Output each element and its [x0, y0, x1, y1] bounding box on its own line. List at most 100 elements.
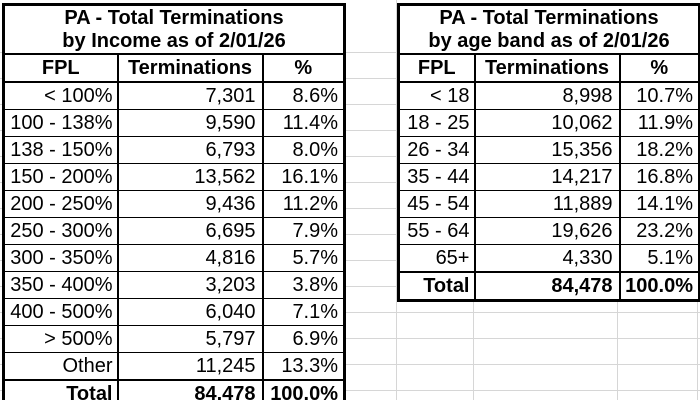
cell-terminations[interactable]: 8,998 — [473, 81, 621, 110]
gridline-vertical — [617, 292, 618, 400]
cell-percent[interactable]: 11.9% — [618, 109, 700, 137]
cell-terminations[interactable]: 6,793 — [116, 136, 264, 164]
cell-percent[interactable]: 10.7% — [618, 81, 700, 110]
column-header-percent[interactable]: % — [618, 53, 700, 83]
cell-percent[interactable]: 5.1% — [618, 244, 700, 273]
income-table-title-line2: by Income as of 2/01/26 — [62, 29, 286, 52]
cell-band-label[interactable]: 350 - 400% — [2, 271, 119, 299]
table-row: 18 - 25 10,062 11.9% — [397, 109, 700, 137]
cell-terminations[interactable]: 13,562 — [116, 163, 264, 191]
cell-band-label[interactable]: 138 - 150% — [2, 136, 119, 164]
cell-band-label[interactable]: Other — [2, 352, 119, 381]
cell-percent[interactable]: 18.2% — [618, 136, 700, 164]
age-table-title-cell[interactable]: PA - Total Terminations by age band as o… — [397, 4, 700, 55]
cell-band-label[interactable]: 35 - 44 — [397, 163, 476, 191]
age-table-title-line1: PA - Total Terminations — [439, 6, 659, 29]
table-row: 100 - 138% 9,590 11.4% — [2, 109, 346, 137]
table-row: 65+ 4,330 5.1% — [397, 244, 700, 273]
age-band-terminations-table: PA - Total Terminations by age band as o… — [397, 3, 700, 302]
cell-terminations[interactable]: 6,695 — [116, 217, 264, 245]
cell-band-label[interactable]: 55 - 64 — [397, 217, 476, 245]
cell-terminations[interactable]: 7,301 — [116, 81, 264, 110]
cell-percent[interactable]: 14.1% — [618, 190, 700, 218]
table-row: 45 - 54 11,889 14.1% — [397, 190, 700, 218]
cell-band-label[interactable]: 150 - 200% — [2, 163, 119, 191]
gridline-vertical — [697, 292, 698, 400]
cell-percent[interactable]: 3.8% — [261, 271, 346, 299]
table-row: 35 - 44 14,217 16.8% — [397, 163, 700, 191]
cell-band-label[interactable]: 300 - 350% — [2, 244, 119, 272]
cell-band-label[interactable]: 65+ — [397, 244, 476, 273]
table-row: < 100% 7,301 8.6% — [2, 81, 346, 110]
cell-terminations[interactable]: 11,245 — [116, 352, 264, 381]
table-row: 200 - 250% 9,436 11.2% — [2, 190, 346, 218]
column-header-terminations[interactable]: Terminations — [116, 53, 264, 83]
cell-percent[interactable]: 7.9% — [261, 217, 346, 245]
income-table-title-line1: PA - Total Terminations — [64, 6, 284, 29]
income-table-title-cell[interactable]: PA - Total Terminations by Income as of … — [2, 4, 346, 55]
cell-percent[interactable]: 16.8% — [618, 163, 700, 191]
gridline-vertical — [473, 292, 474, 400]
age-table-title-row: PA - Total Terminations by age band as o… — [397, 4, 700, 55]
cell-band-label[interactable]: 400 - 500% — [2, 298, 119, 326]
cell-band-label[interactable]: 200 - 250% — [2, 190, 119, 218]
table-row: 400 - 500% 6,040 7.1% — [2, 298, 346, 326]
cell-percent[interactable]: 5.7% — [261, 244, 346, 272]
cell-terminations[interactable]: 4,330 — [473, 244, 621, 273]
cell-percent[interactable]: 6.9% — [261, 325, 346, 353]
table-row: 250 - 300% 6,695 7.9% — [2, 217, 346, 245]
table-row: 150 - 200% 13,562 16.1% — [2, 163, 346, 191]
total-percent-cell[interactable]: 100.0% — [261, 379, 346, 400]
column-header-percent[interactable]: % — [261, 53, 346, 83]
income-table-total-row: Total 84,478 100.0% — [2, 379, 346, 400]
table-row: 26 - 34 15,356 18.2% — [397, 136, 700, 164]
cell-percent[interactable]: 16.1% — [261, 163, 346, 191]
income-terminations-table: PA - Total Terminations by Income as of … — [2, 3, 347, 400]
age-table-header-row: FPL Terminations % — [397, 53, 700, 83]
cell-percent[interactable]: 13.3% — [261, 352, 346, 381]
age-table-title-line2: by age band as of 2/01/26 — [428, 29, 670, 52]
cell-band-label[interactable]: > 500% — [2, 325, 119, 353]
cell-terminations[interactable]: 3,203 — [116, 271, 264, 299]
total-label-cell[interactable]: Total — [397, 271, 476, 301]
cell-terminations[interactable]: 9,590 — [116, 109, 264, 137]
cell-terminations[interactable]: 11,889 — [473, 190, 621, 218]
cell-percent[interactable]: 8.6% — [261, 81, 346, 110]
age-table-total-row: Total 84,478 100.0% — [397, 271, 700, 301]
cell-band-label[interactable]: 18 - 25 — [397, 109, 476, 137]
cell-percent[interactable]: 8.0% — [261, 136, 346, 164]
table-row: 300 - 350% 4,816 5.7% — [2, 244, 346, 272]
cell-terminations[interactable]: 4,816 — [116, 244, 264, 272]
cell-percent[interactable]: 7.1% — [261, 298, 346, 326]
cell-band-label[interactable]: < 100% — [2, 81, 119, 110]
table-row: 350 - 400% 3,203 3.8% — [2, 271, 346, 299]
table-row: Other 11,245 13.3% — [2, 352, 346, 381]
column-header-terminations[interactable]: Terminations — [473, 53, 621, 83]
cell-percent[interactable]: 11.4% — [261, 109, 346, 137]
income-table-header-row: FPL Terminations % — [2, 53, 346, 83]
total-terminations-cell[interactable]: 84,478 — [116, 379, 264, 400]
table-row: < 18 8,998 10.7% — [397, 81, 700, 110]
total-percent-cell[interactable]: 100.0% — [618, 271, 700, 301]
total-terminations-cell[interactable]: 84,478 — [473, 271, 621, 301]
cell-terminations[interactable]: 10,062 — [473, 109, 621, 137]
cell-band-label[interactable]: < 18 — [397, 81, 476, 110]
total-label-cell[interactable]: Total — [2, 379, 119, 400]
column-header-fpl[interactable]: FPL — [397, 53, 476, 83]
cell-percent[interactable]: 23.2% — [618, 217, 700, 245]
table-row: > 500% 5,797 6.9% — [2, 325, 346, 353]
cell-terminations[interactable]: 19,626 — [473, 217, 621, 245]
table-row: 55 - 64 19,626 23.2% — [397, 217, 700, 245]
cell-band-label[interactable]: 250 - 300% — [2, 217, 119, 245]
column-header-fpl[interactable]: FPL — [2, 53, 119, 83]
cell-terminations[interactable]: 15,356 — [473, 136, 621, 164]
cell-terminations[interactable]: 14,217 — [473, 163, 621, 191]
cell-band-label[interactable]: 26 - 34 — [397, 136, 476, 164]
cell-band-label[interactable]: 45 - 54 — [397, 190, 476, 218]
cell-band-label[interactable]: 100 - 138% — [2, 109, 119, 137]
cell-terminations[interactable]: 6,040 — [116, 298, 264, 326]
cell-terminations[interactable]: 5,797 — [116, 325, 264, 353]
table-row: 138 - 150% 6,793 8.0% — [2, 136, 346, 164]
cell-percent[interactable]: 11.2% — [261, 190, 346, 218]
cell-terminations[interactable]: 9,436 — [116, 190, 264, 218]
